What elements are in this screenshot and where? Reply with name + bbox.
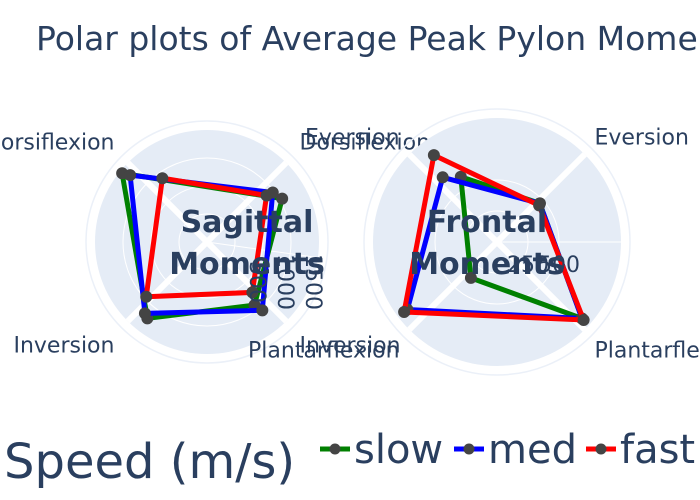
angular-gridline xyxy=(407,152,500,245)
data-point-fast xyxy=(577,313,590,326)
angular-gridline xyxy=(204,160,289,245)
data-point-med xyxy=(256,304,269,317)
center-label-line: Moments xyxy=(409,247,565,282)
polar-subplot-1: 50010001500DorsiflexionDorsiflexionInver… xyxy=(0,120,430,364)
data-point-fast xyxy=(140,290,153,303)
radial-gridline xyxy=(178,213,236,271)
data-point-fast xyxy=(427,149,440,162)
angular-category-label: Plantarflexion xyxy=(594,338,700,363)
data-point-fast xyxy=(533,199,546,212)
center-label-line: Frontal xyxy=(427,205,547,240)
data-point-fast xyxy=(246,286,259,299)
polar-outer-ring xyxy=(85,120,329,364)
angular-gridline xyxy=(125,239,210,324)
legend-label: fast xyxy=(620,427,695,473)
legend-swatch-marker xyxy=(595,443,607,455)
center-label-line: Moments xyxy=(169,247,325,282)
angular-gridline xyxy=(204,239,289,324)
center-label-line: Sagittal xyxy=(181,205,314,240)
radial-tick-label: 1500 xyxy=(300,254,325,310)
data-point-slow xyxy=(464,271,477,284)
data-point-slow xyxy=(276,192,289,205)
radial-tick-label: 500 xyxy=(538,253,580,278)
radial-tick-label: 250 xyxy=(507,253,549,278)
data-point-med xyxy=(124,169,137,182)
angular-category-label: Inversion xyxy=(13,334,114,359)
legend-label: slow xyxy=(354,427,443,473)
legend-swatch-marker xyxy=(463,443,475,455)
data-point-med xyxy=(436,171,449,184)
data-point-fast xyxy=(398,305,411,318)
angular-category-label: Eversion xyxy=(594,126,688,151)
legend-item-med: med xyxy=(454,427,577,473)
legend: Speed (m/s) slow med fast xyxy=(4,427,695,490)
radial-gridline xyxy=(122,157,292,327)
data-point-med xyxy=(138,307,151,320)
data-point-fast xyxy=(260,189,273,202)
legend-title: Speed (m/s) xyxy=(4,434,295,490)
legend-item-fast: fast xyxy=(586,427,695,473)
radial-tick-label: 500 xyxy=(244,261,269,303)
angular-category-label: Dorsiflexion xyxy=(0,130,114,155)
legend-label: med xyxy=(488,427,577,473)
angular-category-label: Plantarflexion xyxy=(248,338,400,363)
angular-category-label: Inversion xyxy=(300,334,401,359)
polar-outer-ring xyxy=(363,108,631,376)
data-point-fast xyxy=(156,172,169,185)
legend-item-slow: slow xyxy=(320,427,443,473)
chart-title: Polar plots of Average Peak Pylon Moment… xyxy=(36,19,700,58)
angular-category-label: Eversion xyxy=(305,126,399,151)
legend-swatch-marker xyxy=(329,443,341,455)
radial-axis-line xyxy=(206,241,318,259)
polar-plots: 50010001500DorsiflexionDorsiflexionInver… xyxy=(0,108,700,376)
radial-tick-label: 1000 xyxy=(272,254,297,310)
